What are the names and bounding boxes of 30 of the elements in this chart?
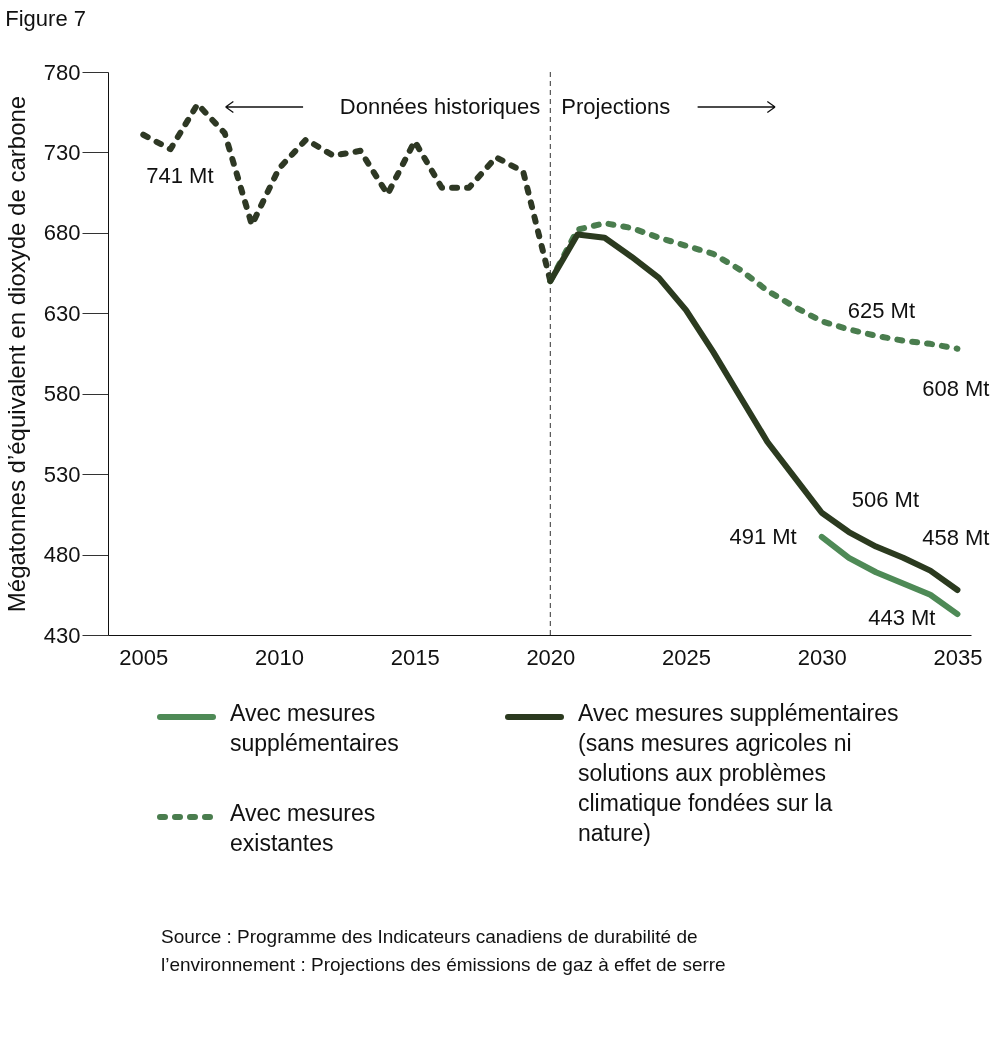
legend-label: Avec mesures existantes [230,800,376,856]
y-tick-label: 630 [43,300,81,326]
x-tick-label: 2020 [526,644,576,670]
annotation: 443 Mt [868,605,936,631]
x-tick-label: 2010 [255,644,304,670]
y-tick-label: 580 [43,381,81,407]
annotation: 741 Mt [146,162,214,188]
annotation: 458 Mt [922,524,990,550]
annotation: Données historiques [339,94,541,119]
legend-label: Avec mesures supplémentaires (sans mesures agricoles ni solutions aux problèmes climatique fondées sur la nature) [578,700,899,846]
x-tick-label: 2005 [119,644,169,670]
annotation: 491 Mt [729,523,797,549]
chart-title: Figure 7 [5,6,87,31]
y-tick-label: 530 [43,461,81,487]
source-note: Source : Programme des Indicateurs canadiens de durabilité de l’environnement : Projections des émissions de gaz à effet de serre [161,926,726,975]
x-tick-label: 2035 [933,644,983,670]
annotation: 608 Mt [922,375,990,401]
y-tick-label: 430 [43,622,81,648]
legend-label: Avec mesures supplémentaires [230,700,399,756]
annotation: 506 Mt [851,486,919,512]
y-tick-label: 680 [43,220,81,246]
x-tick-label: 2025 [662,644,712,670]
annotation: 625 Mt [847,298,915,324]
y-tick-label: 730 [43,139,81,165]
y-tick-label: 480 [43,542,81,568]
y-tick-label: 780 [43,59,81,85]
annotation: Projections [561,94,671,119]
x-tick-label: 2015 [390,644,440,670]
y-axis-title: Mégatonnes d’équivalent en dioxyde de carbone [2,95,30,613]
x-tick-label: 2030 [797,644,847,670]
